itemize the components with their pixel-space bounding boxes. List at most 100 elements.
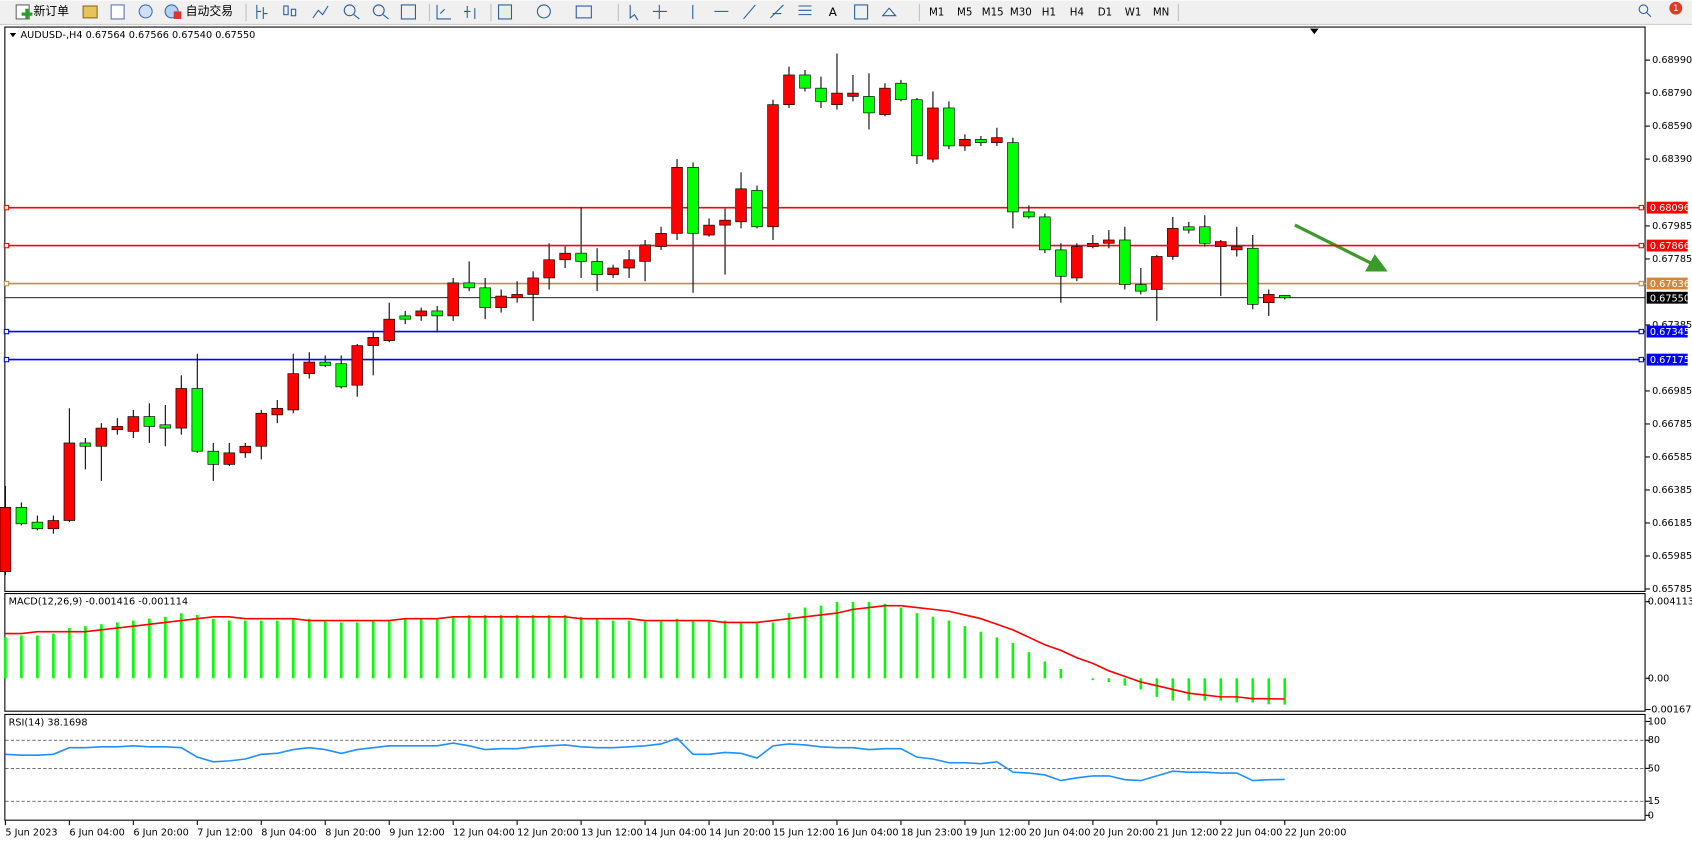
candle-body bbox=[1071, 246, 1083, 279]
candle-body bbox=[607, 267, 619, 275]
candle-body bbox=[95, 427, 108, 447]
y-tick-label: 0.68990 bbox=[1652, 55, 1692, 66]
rsi-panel bbox=[4, 713, 1646, 821]
candle-body bbox=[719, 219, 731, 226]
auto-trade-label: 自动交易 bbox=[186, 4, 233, 18]
candle-body bbox=[1103, 239, 1115, 244]
chart-title: AUDUSD-,H4 0.67564 0.67566 0.67540 0.675… bbox=[21, 30, 256, 41]
candle-body bbox=[1167, 228, 1179, 257]
candle-body bbox=[1247, 247, 1259, 305]
candle-body bbox=[431, 310, 443, 317]
timeframe-button[interactable]: W1 bbox=[1125, 6, 1142, 18]
candle-body bbox=[271, 407, 283, 416]
candle-body bbox=[847, 92, 859, 97]
candle-body bbox=[975, 138, 987, 143]
level-handle bbox=[3, 356, 10, 363]
x-tick-label: 9 Jun 12:00 bbox=[389, 828, 444, 839]
candle-body bbox=[463, 282, 475, 289]
y-tick-label: 0 bbox=[1648, 810, 1654, 821]
y-tick-label: 80 bbox=[1648, 735, 1660, 746]
x-tick-label: 13 Jun 12:00 bbox=[581, 828, 643, 839]
notification-count: 1 bbox=[1673, 4, 1679, 14]
level-handle bbox=[1638, 328, 1644, 335]
timeframe-button[interactable]: H1 bbox=[1042, 6, 1056, 18]
x-tick-label: 22 Jun 04:00 bbox=[1221, 828, 1283, 839]
x-tick-label: 20 Jun 20:00 bbox=[1093, 828, 1155, 839]
y-tick-label: 0.68390 bbox=[1652, 154, 1692, 165]
y-tick-label: 0.65985 bbox=[1652, 551, 1692, 562]
candle-body bbox=[239, 445, 251, 454]
candle-body bbox=[799, 74, 811, 89]
candle-body bbox=[1183, 226, 1195, 231]
candle-body bbox=[1087, 242, 1099, 247]
price-label: 0.67636 bbox=[1650, 279, 1690, 290]
timeframe-button[interactable]: M30 bbox=[1010, 6, 1032, 18]
candle-body bbox=[511, 294, 523, 299]
macd-signal-line bbox=[5, 604, 1285, 700]
candle-body bbox=[1007, 142, 1019, 213]
candle-body bbox=[879, 87, 891, 115]
candle-body bbox=[495, 295, 507, 308]
timeframe-button[interactable]: D1 bbox=[1098, 6, 1112, 18]
x-tick-label: 12 Jun 20:00 bbox=[517, 828, 579, 839]
toolbar-separators bbox=[245, 3, 1179, 22]
y-tick-label: 0.004113 bbox=[1648, 597, 1692, 608]
price-label-box bbox=[1646, 325, 1688, 338]
symbol-menu-arrow[interactable] bbox=[9, 32, 17, 38]
candle-body bbox=[991, 137, 1003, 143]
candle-body bbox=[143, 416, 156, 427]
x-tick-label: 12 Jun 04:00 bbox=[453, 828, 515, 839]
candle-body bbox=[767, 104, 779, 228]
level-handle bbox=[3, 242, 10, 249]
candle-body bbox=[687, 167, 699, 234]
candle-body bbox=[1279, 295, 1291, 299]
candle-body bbox=[751, 190, 763, 228]
candle-body bbox=[1039, 216, 1051, 251]
macd-title: MACD(12,26,9) -0.001416 -0.001114 bbox=[9, 597, 188, 608]
candle-body bbox=[671, 167, 683, 234]
main-panel bbox=[4, 26, 1646, 592]
y-tick-label: 0.67385 bbox=[1652, 320, 1692, 331]
chart-tools[interactable]: A bbox=[256, 4, 897, 21]
timeframe-button[interactable]: M1 bbox=[929, 6, 944, 18]
candle-body bbox=[831, 92, 843, 105]
y-tick-label: 0.68590 bbox=[1652, 121, 1692, 132]
y-tick-label: 50 bbox=[1648, 763, 1660, 774]
candle-body bbox=[815, 87, 827, 102]
rsi-title: RSI(14) 38.1698 bbox=[9, 718, 88, 729]
candle-body bbox=[703, 224, 715, 236]
candle-body bbox=[367, 337, 379, 346]
candle-body bbox=[0, 506, 12, 572]
x-tick-label: 5 Jun 2023 bbox=[5, 828, 57, 839]
level-handle bbox=[1638, 356, 1644, 363]
x-tick-label: 7 Jun 12:00 bbox=[197, 828, 252, 839]
candle-body bbox=[735, 188, 747, 223]
y-tick-label: 15 bbox=[1648, 796, 1660, 807]
timeframe-button[interactable]: H4 bbox=[1070, 6, 1084, 18]
candle-body bbox=[15, 506, 28, 525]
chart-shift-marker bbox=[1310, 28, 1319, 35]
new-order-button[interactable]: 新订单 bbox=[15, 4, 69, 20]
y-tick-label: 0.67785 bbox=[1652, 254, 1692, 265]
trend-arrow bbox=[1294, 223, 1388, 272]
candle-body bbox=[351, 345, 363, 386]
search-button[interactable] bbox=[1638, 4, 1652, 18]
candle-body bbox=[591, 261, 603, 275]
auto-trade-button[interactable]: 自动交易 bbox=[164, 4, 233, 19]
toolbar-icons[interactable] bbox=[82, 4, 153, 20]
timeframe-button[interactable]: M15 bbox=[982, 6, 1004, 18]
level-handle bbox=[3, 328, 10, 335]
level-handle bbox=[1638, 242, 1644, 249]
price-label: 0.68096 bbox=[1650, 203, 1690, 214]
y-tick-label: 0.00 bbox=[1648, 673, 1670, 684]
candle-body bbox=[911, 99, 923, 157]
candle-body bbox=[895, 82, 907, 101]
y-tick-label: 0.66985 bbox=[1652, 386, 1692, 397]
timeframe-button[interactable]: M5 bbox=[957, 6, 972, 18]
notification[interactable]: 1 bbox=[1669, 1, 1683, 15]
candle-body bbox=[303, 361, 315, 374]
y-tick-label: -0.001679 bbox=[1648, 705, 1692, 716]
timeframe-button[interactable]: MN bbox=[1153, 6, 1170, 18]
x-tick-label: 15 Jun 12:00 bbox=[773, 828, 835, 839]
